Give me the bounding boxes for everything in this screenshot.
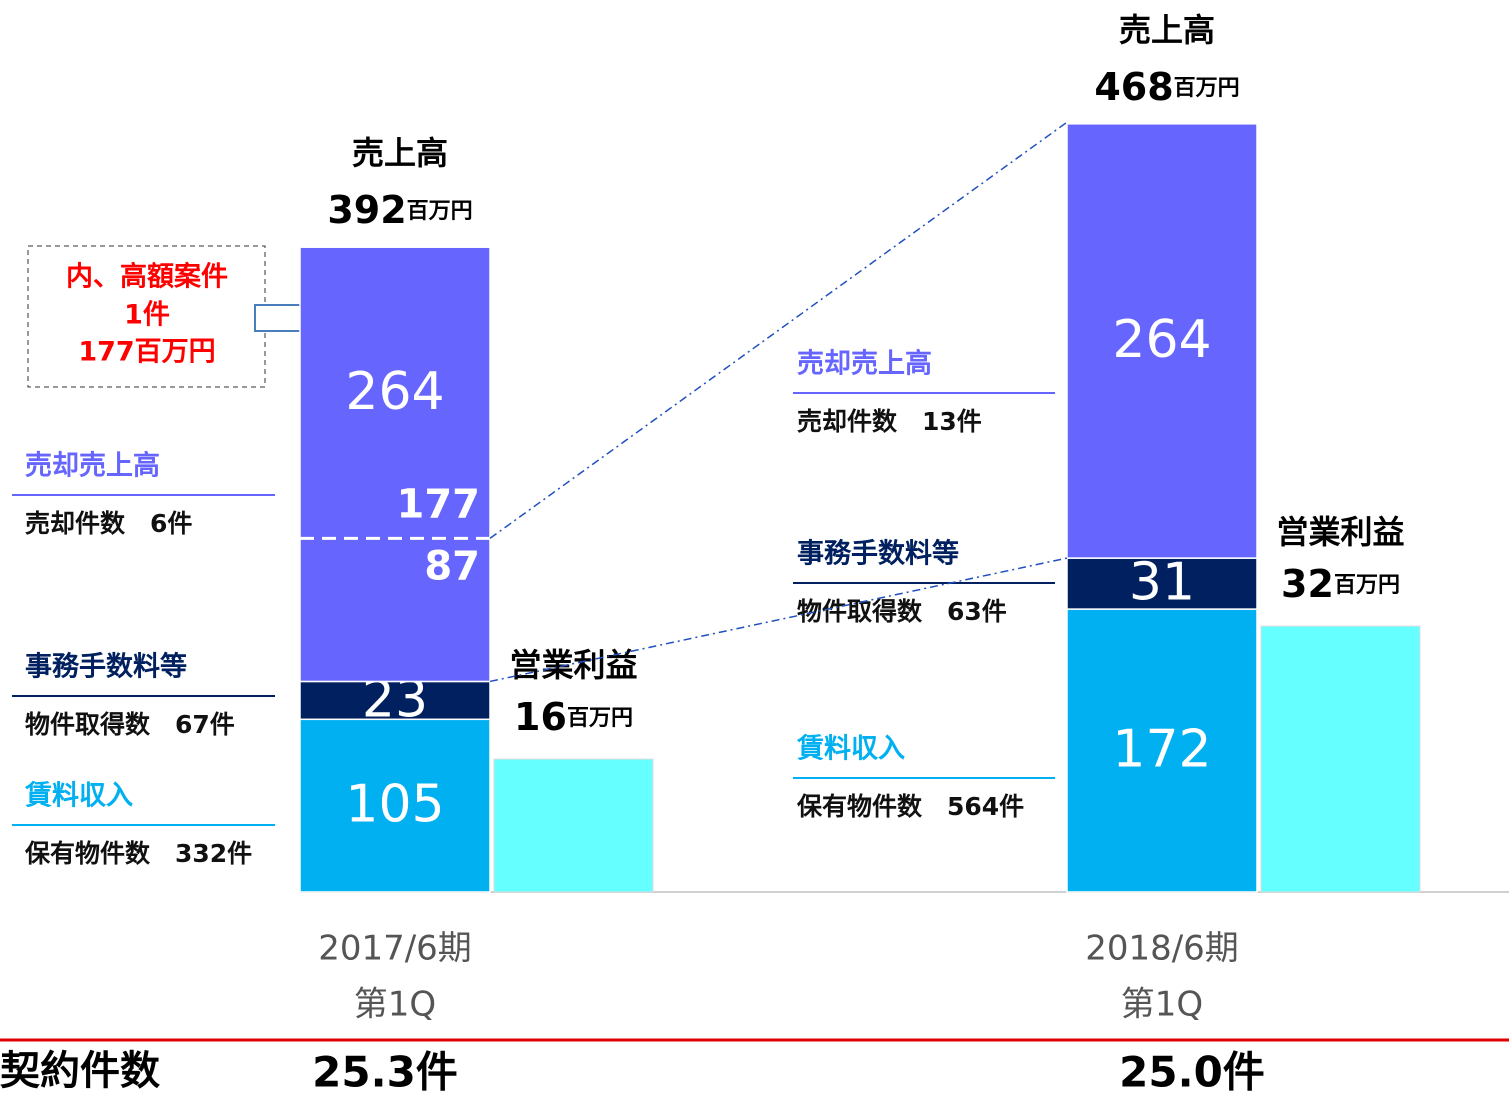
callout-text: 内、高額案件	[66, 261, 228, 293]
bar-segment	[1066, 557, 1258, 610]
note: 売却件数 13件	[797, 407, 982, 436]
profit-bar	[1260, 625, 1421, 893]
x-tick-label: 第1Q	[354, 985, 436, 1025]
legend-label: 賃料収入	[24, 781, 133, 812]
callout-text: 1件	[124, 300, 170, 331]
legend-label: 賃料収入	[796, 734, 905, 765]
bar-segment	[299, 718, 491, 893]
contracts-value: 25.3件	[312, 1048, 458, 1097]
profit-value: 32百万円	[1281, 562, 1400, 606]
contracts-label: 契約件数	[0, 1048, 160, 1094]
note: 保有物件数 564件	[796, 792, 1024, 821]
legend-label: 売却売上高	[797, 348, 932, 380]
legend-label: 事務手数料等	[25, 651, 187, 683]
x-tick-label: 2017/6期	[318, 929, 472, 969]
note: 売却件数 6件	[25, 509, 192, 538]
profit-bar	[493, 758, 654, 893]
note: 保有物件数 332件	[24, 839, 252, 868]
profit-number: 16	[514, 695, 567, 739]
note: 物件取得数 67件	[25, 710, 235, 739]
profit-unit: 百万円	[567, 706, 633, 731]
profit-value: 16百万円	[514, 695, 633, 739]
breakdown-label: 177	[397, 481, 481, 527]
callout-text: 177百万円	[78, 337, 215, 368]
bar-segment	[299, 246, 491, 683]
connector	[489, 557, 1068, 683]
total-unit: 百万円	[407, 199, 473, 224]
value-label: 264	[345, 362, 444, 422]
x-tick-label: 2018/6期	[1085, 929, 1239, 969]
bar-segment	[1066, 608, 1258, 893]
bar-segment	[1066, 123, 1258, 559]
note: 物件取得数 63件	[797, 597, 1007, 626]
value-label: 31	[1129, 553, 1195, 613]
value-label: 264	[1112, 310, 1211, 370]
legend-label: 事務手数料等	[797, 538, 959, 570]
total-unit: 百万円	[1174, 76, 1240, 101]
contracts-value: 25.0件	[1119, 1048, 1265, 1097]
total-number: 392	[327, 188, 406, 232]
x-tick-label: 第1Q	[1121, 985, 1203, 1025]
value-label: 105	[345, 775, 444, 835]
profit-unit: 百万円	[1334, 573, 1400, 598]
total-label: 売上高	[1119, 11, 1215, 49]
total-number: 468	[1094, 64, 1173, 108]
profit-number: 32	[1281, 562, 1334, 606]
profit-label: 営業利益	[509, 646, 637, 684]
connector	[489, 121, 1068, 539]
breakdown-label: 87	[424, 543, 480, 589]
legend-label: 売却売上高	[25, 450, 160, 482]
profit-label: 営業利益	[1276, 513, 1404, 551]
total-label: 売上高	[352, 134, 448, 172]
total-value: 468百万円	[1094, 64, 1239, 108]
value-label: 172	[1112, 720, 1211, 780]
total-value: 392百万円	[327, 188, 472, 232]
